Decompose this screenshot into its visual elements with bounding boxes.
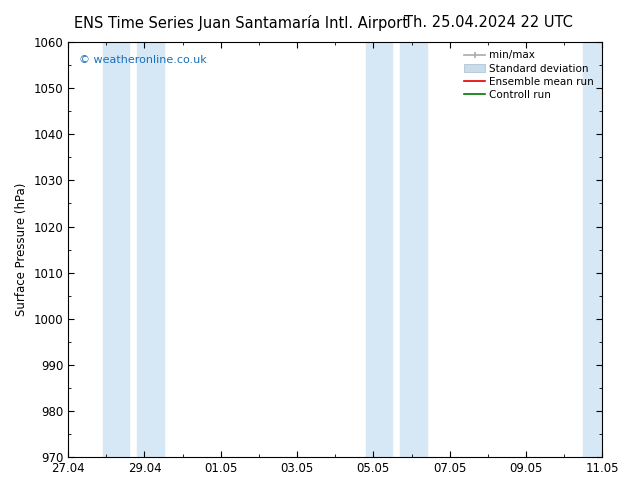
Bar	[137, 42, 164, 457]
Legend: min/max, Standard deviation, Ensemble mean run, Controll run: min/max, Standard deviation, Ensemble me…	[461, 47, 597, 103]
Bar	[583, 42, 602, 457]
Text: ENS Time Series Juan Santamaría Intl. Airport: ENS Time Series Juan Santamaría Intl. Ai…	[74, 15, 408, 31]
Y-axis label: Surface Pressure (hPa): Surface Pressure (hPa)	[15, 183, 28, 316]
Text: © weatheronline.co.uk: © weatheronline.co.uk	[79, 54, 207, 65]
Bar	[400, 42, 427, 457]
Text: Th. 25.04.2024 22 UTC: Th. 25.04.2024 22 UTC	[404, 15, 573, 30]
Bar	[366, 42, 392, 457]
Bar	[103, 42, 129, 457]
